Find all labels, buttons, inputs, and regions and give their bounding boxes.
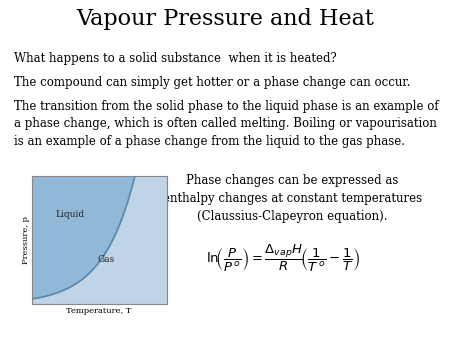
Y-axis label: Pressure, p: Pressure, p	[22, 216, 30, 264]
Text: Gas: Gas	[97, 255, 114, 264]
Text: Vapour Pressure and Heat: Vapour Pressure and Heat	[76, 8, 374, 30]
X-axis label: Temperature, T: Temperature, T	[66, 307, 132, 315]
Text: What happens to a solid substance  when it is heated?: What happens to a solid substance when i…	[14, 52, 336, 65]
Text: $\mathrm{ln}\!\left(\dfrac{P}{P^{\,o}}\right)=\dfrac{\Delta_{vap}H}{R}\!\left(\d: $\mathrm{ln}\!\left(\dfrac{P}{P^{\,o}}\r…	[207, 243, 360, 274]
Text: The transition from the solid phase to the liquid phase is an example of
a phase: The transition from the solid phase to t…	[14, 100, 438, 148]
Text: The compound can simply get hotter or a phase change can occur.: The compound can simply get hotter or a …	[14, 76, 410, 89]
Text: Phase changes can be expressed as
enthalpy changes at constant temperatures
(Cla: Phase changes can be expressed as enthal…	[163, 174, 422, 223]
Text: Liquid: Liquid	[56, 210, 85, 219]
Polygon shape	[32, 176, 135, 299]
